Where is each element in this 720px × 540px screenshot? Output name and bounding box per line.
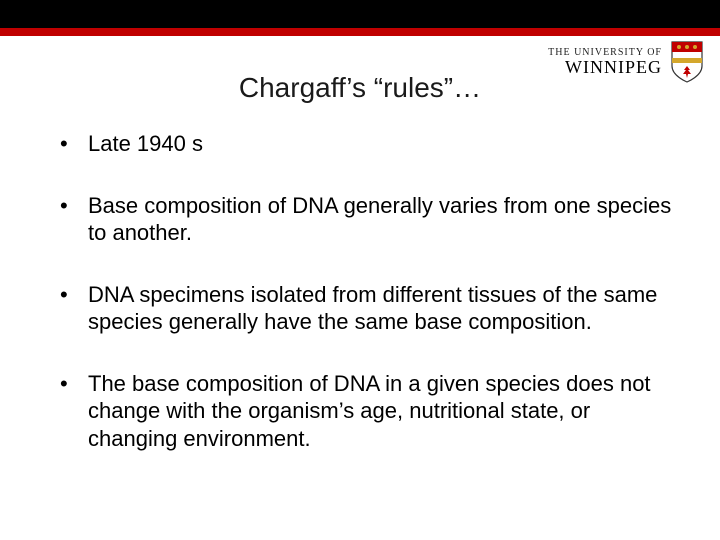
slide-title: Chargaff’s “rules”… [0, 72, 720, 104]
bullet-item: Base composition of DNA generally varies… [60, 192, 680, 247]
bullet-list: Late 1940 s Base composition of DNA gene… [60, 130, 680, 452]
bullet-item: Late 1940 s [60, 130, 680, 158]
bullet-item: The base composition of DNA in a given s… [60, 370, 680, 453]
bullet-item: DNA specimens isolated from different ti… [60, 281, 680, 336]
slide: THE UNIVERSITY OF WINNIPEG Chargaff’s “r… [0, 0, 720, 540]
slide-content: Late 1940 s Base composition of DNA gene… [60, 130, 680, 486]
